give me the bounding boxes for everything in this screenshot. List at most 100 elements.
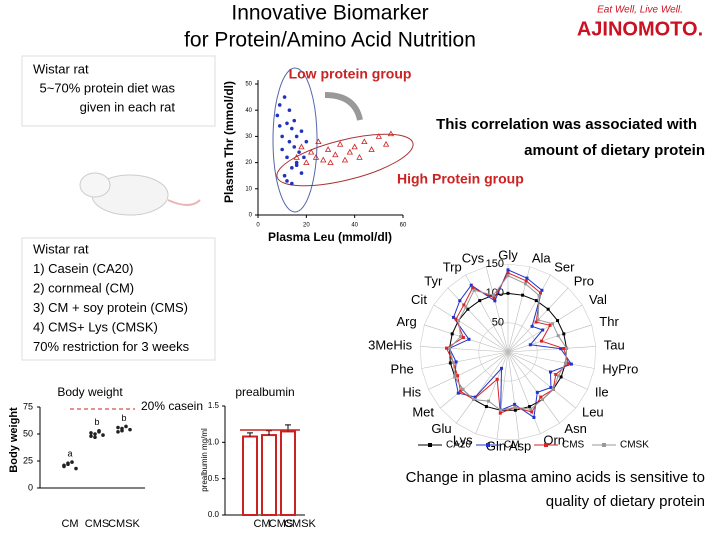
point (287, 139, 292, 144)
vertex (549, 386, 553, 390)
text-box (21, 55, 216, 127)
box-text: given in each rat (80, 99, 176, 114)
vertex (524, 282, 528, 286)
vertex (451, 360, 455, 364)
footer-text: quality of dietary protein (546, 493, 705, 510)
point (128, 427, 132, 432)
vertex (559, 375, 563, 379)
series-line (445, 272, 570, 414)
point (324, 146, 332, 152)
vertex (524, 279, 528, 283)
spoke (485, 266, 509, 353)
box-text: 2) cornmeal (CM) (33, 280, 134, 295)
grid-ring (478, 322, 538, 382)
chart-title: Body weight (57, 385, 123, 399)
point (294, 163, 299, 168)
logo-name: AJINOMOTO. (577, 18, 703, 40)
spoke (475, 351, 509, 434)
y-tick-label: 0 (249, 213, 253, 219)
point (124, 424, 128, 429)
vertex (484, 405, 488, 409)
point (294, 134, 299, 139)
spoke (507, 324, 592, 353)
point (116, 425, 120, 430)
category-label: Cit (411, 292, 427, 307)
category-label: Gly (498, 247, 518, 262)
vertex (495, 377, 499, 381)
vertex (559, 347, 563, 351)
r-tick-label: 150 (486, 258, 504, 270)
x-tick-label: 40 (351, 223, 358, 229)
point (116, 430, 120, 434)
y-tick-label: 1.0 (208, 437, 220, 446)
vertex (500, 366, 504, 370)
vertex (546, 307, 550, 311)
category-label: Orn (543, 433, 565, 448)
letter-label: a (67, 448, 72, 458)
y-tick-label: 0 (28, 482, 33, 492)
category-label: Trp (443, 259, 462, 274)
y-axis-label: prealbumin mg/ml (200, 428, 209, 492)
vertex (528, 405, 532, 409)
category-label: Met (412, 405, 434, 420)
rat-illustration (79, 172, 201, 216)
category-label: His (402, 384, 421, 399)
vertex (499, 408, 503, 412)
box-text: 3) CM + soy protein (CMS) (33, 300, 188, 315)
category-label: Asp (509, 439, 531, 454)
vertex (491, 293, 495, 297)
spoke (433, 304, 509, 353)
spoke (424, 324, 509, 353)
vertex (556, 334, 560, 338)
vertex (535, 390, 539, 394)
vertex (462, 303, 466, 307)
box-text: 5~70% protein diet was (39, 80, 175, 95)
chart-title: prealbumin (235, 385, 294, 399)
vertex (453, 375, 457, 379)
annotation: High Protein group (397, 171, 524, 187)
point (66, 461, 70, 465)
vertex (513, 405, 517, 409)
vertex (471, 286, 475, 290)
spoke (507, 351, 576, 409)
point (375, 133, 383, 139)
point (282, 173, 287, 178)
vertex (487, 399, 491, 403)
vertex (492, 296, 496, 300)
box-text: 1) Casein (CA20) (33, 261, 133, 276)
y-tick-label: 0.0 (208, 510, 220, 519)
vertex (459, 335, 463, 339)
point (89, 431, 93, 435)
point (89, 434, 93, 438)
y-axis-label: Plasma Thr (mmol/dl) (222, 81, 236, 203)
vertex (539, 291, 543, 295)
vertex (536, 318, 540, 322)
vertex (445, 346, 449, 350)
vertex (454, 317, 458, 321)
annotation: Low protein group (289, 66, 412, 82)
y-tick-label: 50 (23, 428, 33, 438)
vertex (521, 293, 525, 297)
bar (280, 430, 296, 516)
point (294, 160, 299, 165)
point (303, 159, 310, 165)
x-tick-label: CM (253, 518, 270, 530)
legend-label: CMSK (620, 440, 649, 451)
text-box (21, 237, 216, 361)
point (292, 118, 297, 123)
category-label: Arg (396, 314, 416, 329)
point (327, 159, 334, 165)
spoke (507, 351, 588, 390)
spoke (507, 351, 520, 440)
spoke (507, 351, 595, 369)
point (336, 140, 344, 147)
vertex (529, 407, 533, 411)
box-text: 70% restriction for 3 weeks (33, 339, 190, 354)
spoke (507, 304, 583, 353)
category-label: Ile (595, 384, 609, 399)
cluster-ellipse (276, 133, 414, 187)
vertex (461, 335, 465, 339)
vertex (447, 346, 451, 350)
category-label: Val (589, 292, 607, 307)
legend-marker (544, 443, 548, 447)
